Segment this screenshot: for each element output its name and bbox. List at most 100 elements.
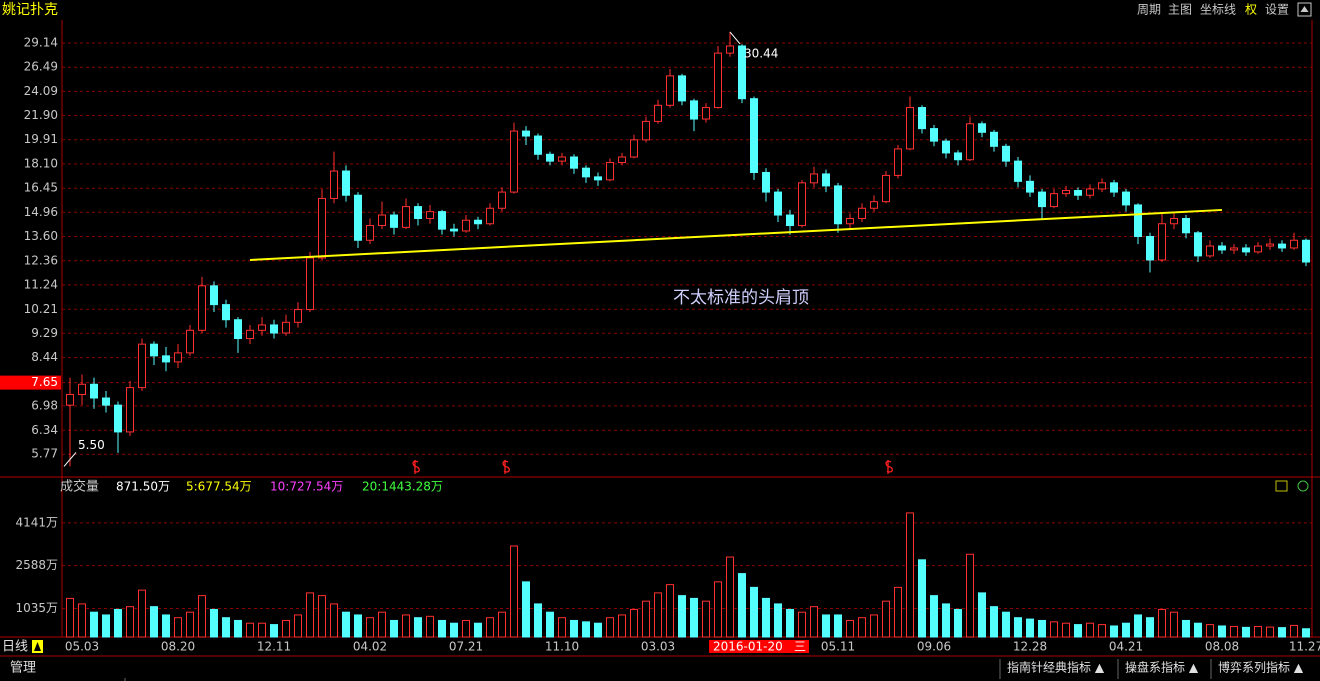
candle-body bbox=[78, 383, 86, 396]
candle-body bbox=[714, 52, 722, 109]
candle-body bbox=[402, 206, 410, 228]
cursor-date-box bbox=[709, 640, 809, 653]
volume-bar bbox=[1146, 617, 1154, 638]
candle-body bbox=[1062, 190, 1070, 195]
x-tick-label: 05.11 bbox=[821, 640, 855, 654]
volume-bar bbox=[882, 600, 890, 638]
x-tick-label: 08.20 bbox=[161, 640, 195, 654]
candle-body bbox=[1002, 145, 1010, 162]
volume-bar bbox=[378, 611, 386, 638]
candle-body bbox=[66, 394, 74, 406]
volume-bar bbox=[1194, 622, 1202, 638]
neckline bbox=[249, 208, 1223, 261]
candle-body bbox=[486, 207, 494, 225]
signal-marker bbox=[885, 460, 893, 474]
volume-bar bbox=[258, 622, 266, 638]
candle-body bbox=[534, 135, 542, 155]
volume-bar bbox=[270, 624, 278, 638]
candle-body bbox=[606, 162, 614, 181]
candle-body bbox=[930, 128, 938, 142]
volume-label: 成交量 bbox=[60, 479, 99, 495]
candle-body bbox=[846, 217, 854, 225]
x-tick-label: 12.28 bbox=[1013, 640, 1047, 654]
volume-bar bbox=[366, 617, 374, 638]
candle-body bbox=[1074, 190, 1082, 196]
y-tick-label: 4141万 bbox=[15, 515, 58, 529]
volume-bar bbox=[1074, 624, 1082, 638]
y-tick-label: 12.36 bbox=[24, 253, 58, 267]
candle-body bbox=[330, 170, 338, 199]
collapse-button[interactable] bbox=[1297, 2, 1312, 17]
candle-body bbox=[618, 156, 626, 164]
indicator-tab[interactable]: 操盘系指标 ▲ bbox=[1125, 660, 1199, 675]
candle-body bbox=[414, 206, 422, 219]
volume-bar bbox=[810, 606, 818, 638]
indicator-tab[interactable]: 博弈系列指标 ▲ bbox=[1218, 660, 1304, 675]
volume-value: 871.50万 bbox=[116, 480, 170, 494]
volume-bar bbox=[786, 608, 794, 638]
y-tick-label: 29.14 bbox=[24, 35, 58, 49]
volume-bar bbox=[534, 603, 542, 638]
volume-bar bbox=[1110, 625, 1118, 638]
candle-body bbox=[1182, 217, 1190, 234]
manage-button[interactable]: 管理 bbox=[10, 661, 36, 676]
volume-bar bbox=[798, 611, 806, 638]
volume-bar bbox=[294, 614, 302, 638]
volume-bar bbox=[1050, 621, 1058, 638]
x-tick-label: 04.02 bbox=[353, 640, 387, 654]
candle-body bbox=[1146, 236, 1154, 261]
volume-bar bbox=[1014, 617, 1022, 638]
menu-item[interactable]: 坐标线 bbox=[1200, 3, 1236, 17]
candle-body bbox=[318, 197, 326, 259]
x-tick-label: 04.21 bbox=[1109, 640, 1143, 654]
volume-bar bbox=[462, 619, 470, 638]
volume-bar bbox=[66, 597, 74, 638]
volume-bar bbox=[90, 611, 98, 638]
panel-icon[interactable] bbox=[1275, 480, 1288, 492]
candle-body bbox=[366, 225, 374, 241]
candle-body bbox=[1086, 188, 1094, 196]
x-tick-label: 07.21 bbox=[449, 640, 483, 654]
candle-body bbox=[966, 123, 974, 161]
candle-body bbox=[198, 285, 206, 331]
volume-bar bbox=[966, 553, 974, 638]
volume-bar bbox=[222, 617, 230, 638]
y-tick-label: 26.49 bbox=[24, 60, 58, 74]
volume-ma10: 10:727.54万 bbox=[270, 480, 343, 494]
period[interactable]: 日线 bbox=[2, 640, 28, 655]
volume-bar bbox=[990, 606, 998, 638]
volume-bar bbox=[162, 614, 170, 638]
candle-body bbox=[1218, 245, 1226, 251]
volume-bar bbox=[1278, 627, 1286, 638]
menu-item[interactable]: 主图 bbox=[1168, 3, 1192, 17]
volume-bar bbox=[942, 603, 950, 638]
candle-body bbox=[1158, 223, 1166, 261]
volume-bar bbox=[1254, 626, 1262, 638]
candle-body bbox=[150, 343, 158, 357]
tick-highlight bbox=[0, 375, 61, 390]
candle-body bbox=[954, 152, 962, 161]
y-tick-label: 6.34 bbox=[31, 423, 58, 437]
candle-body bbox=[978, 123, 986, 133]
candle-body bbox=[1278, 243, 1286, 249]
candle-body bbox=[1290, 239, 1298, 249]
y-tick-label: 6.98 bbox=[31, 398, 58, 412]
indicator-tab[interactable]: 指南针经典指标 ▲ bbox=[1007, 660, 1105, 675]
volume-bar bbox=[762, 597, 770, 638]
candle-body bbox=[522, 130, 530, 137]
volume-bar bbox=[690, 597, 698, 638]
menu-item[interactable]: 权 bbox=[1245, 3, 1257, 17]
candle-body bbox=[882, 174, 890, 203]
volume-bar bbox=[246, 622, 254, 638]
candle-body bbox=[426, 211, 434, 219]
x-tick-label: 11.27 bbox=[1289, 640, 1320, 654]
menu-item[interactable]: 周期 bbox=[1137, 3, 1161, 17]
candle-body bbox=[762, 171, 770, 193]
volume-bar bbox=[1122, 622, 1130, 638]
candle-body bbox=[246, 329, 254, 340]
menu-item[interactable]: 设置 bbox=[1265, 3, 1289, 17]
candle-body bbox=[834, 185, 842, 225]
zoom-icon[interactable] bbox=[1297, 480, 1309, 492]
